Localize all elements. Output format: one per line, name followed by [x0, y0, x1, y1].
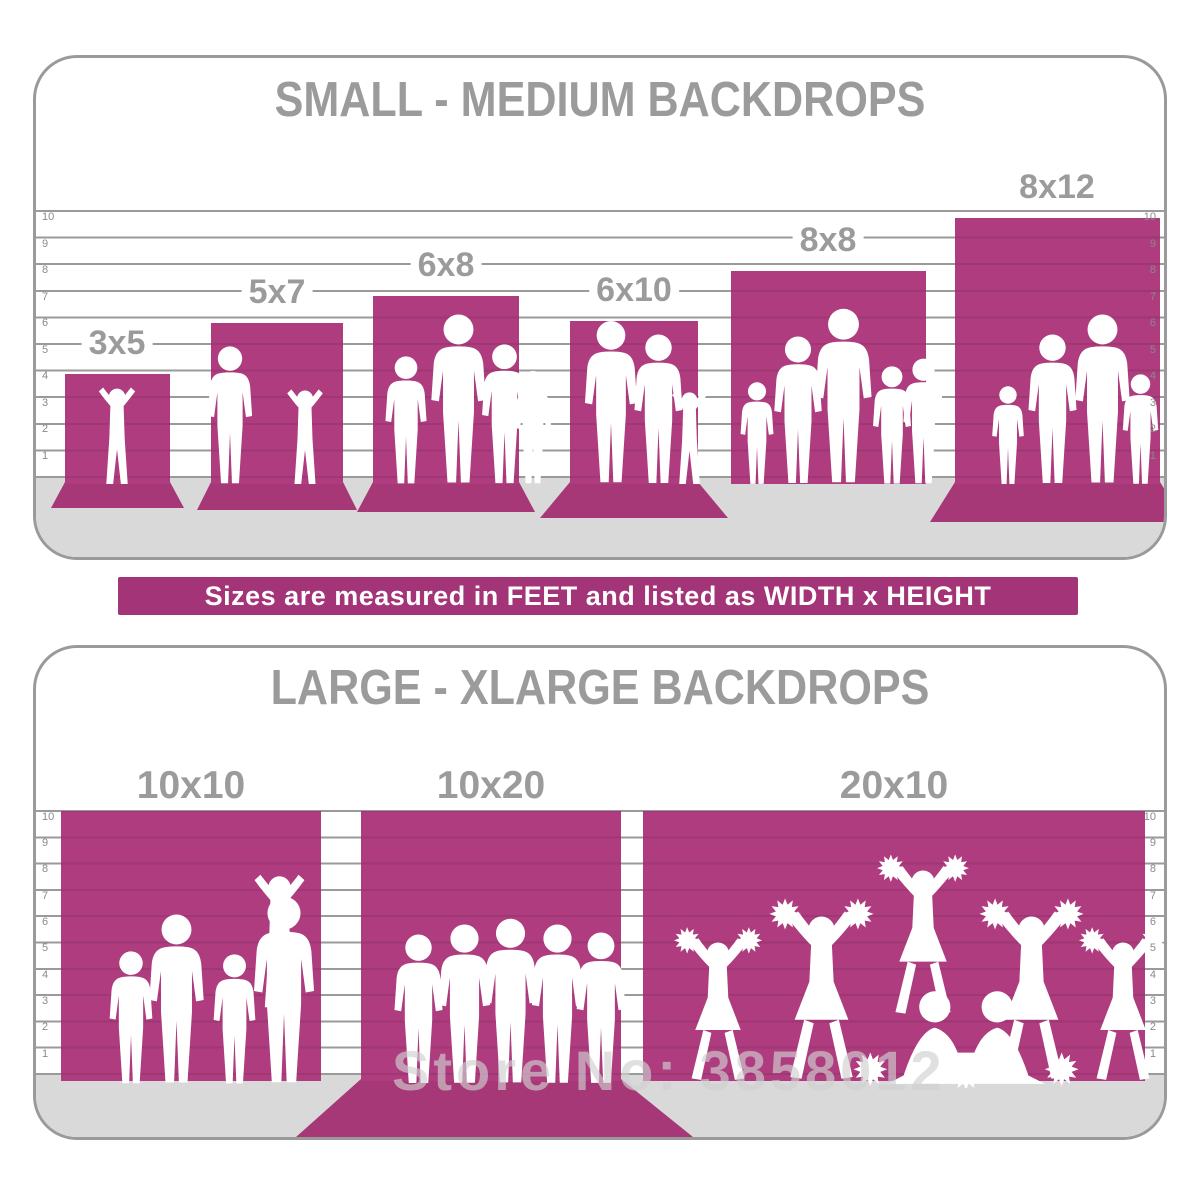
backdrop-3x5-floor-sweep — [51, 482, 184, 508]
small-medium-panel: SMALL - MEDIUM BACKDROPS — [33, 55, 1167, 560]
ruler-mark: 2 — [42, 1021, 49, 1033]
ruler-mark: 3 — [42, 995, 49, 1007]
backdrop-8x12-floor-sweep — [930, 482, 1164, 522]
ruler-mark: 9 — [42, 238, 49, 250]
ruler-mark: 6 — [42, 916, 49, 928]
ruler-mark: 3 — [1149, 995, 1156, 1007]
backdrop-size-label: 5x7 — [241, 274, 313, 311]
ruler-mark: 6 — [1149, 317, 1156, 329]
backdrop-size-label: 3x5 — [81, 325, 153, 362]
backdrop-size-label: 8x12 — [1012, 169, 1102, 206]
ruler-mark: 5 — [1149, 942, 1156, 954]
backdrop-6x8-floor-sweep — [357, 482, 535, 512]
sizes-note-banner: Sizes are measured in FEET and listed as… — [118, 577, 1078, 615]
ruler-mark: 1 — [1149, 1048, 1156, 1060]
ruler-mark: 9 — [1149, 837, 1156, 849]
ruler-mark: 4 — [42, 969, 49, 981]
ruler-mark: 3 — [1149, 397, 1156, 409]
ruler-mark: 1 — [42, 450, 49, 462]
ruler-mark: 7 — [42, 890, 49, 902]
ruler-mark: 1 — [1149, 450, 1156, 462]
silhouette-boy-icon — [898, 358, 949, 486]
ruler-mark: 4 — [1149, 370, 1156, 382]
small-medium-title: SMALL - MEDIUM BACKDROPS — [274, 73, 926, 127]
ruler-mark: 7 — [42, 291, 49, 303]
backdrop-size-label: 10x20 — [429, 765, 553, 807]
backdrop-5x7-floor-sweep — [197, 482, 357, 510]
ruler-mark: 4 — [42, 370, 49, 382]
backdrop-10x20-floor-sweep — [296, 1079, 693, 1137]
ruler-mark: 5 — [42, 344, 49, 356]
backdrop-size-label: 10x10 — [129, 765, 253, 807]
silhouette-boy-icon — [510, 370, 556, 486]
silhouette-toddler-icon — [90, 384, 144, 486]
ruler-mark: 1 — [42, 1048, 49, 1060]
silhouette-man-icon — [246, 896, 322, 1086]
backdrop-size-label: 20x10 — [832, 765, 956, 807]
ruler-mark: 7 — [1149, 291, 1156, 303]
silhouette-child-arms-up-icon — [664, 388, 715, 486]
backdrop-size-label: 8x8 — [792, 222, 864, 259]
ruler-mark: 10 — [1143, 211, 1156, 223]
ruler-mark: 8 — [1149, 264, 1156, 276]
backdrop-size-label: 6x10 — [589, 272, 679, 309]
ruler-mark: 8 — [42, 264, 49, 276]
backdrop-6x10-floor-sweep — [540, 482, 728, 518]
ruler-mark: 5 — [1149, 344, 1156, 356]
ruler-mark: 6 — [1149, 916, 1156, 928]
ruler-mark: 2 — [1149, 1021, 1156, 1033]
ruler-mark: 5 — [42, 942, 49, 954]
ruler-mark: 8 — [42, 863, 49, 875]
large-xlarge-title: LARGE - XLARGE BACKDROPS — [270, 661, 930, 715]
silhouette-man-icon — [142, 914, 211, 1086]
ruler-mark: 10 — [42, 211, 55, 223]
backdrop-size-label: 6x8 — [410, 247, 482, 284]
ruler-mark: 7 — [1149, 890, 1156, 902]
ruler-mark: 3 — [42, 397, 49, 409]
silhouette-child-arms-up-icon — [279, 386, 331, 486]
ruler-mark: 10 — [42, 811, 55, 823]
ruler-mark: 10 — [1143, 811, 1156, 823]
ruler-mark: 9 — [1149, 238, 1156, 250]
ruler-mark: 6 — [42, 317, 49, 329]
large-xlarge-panel: LARGE - XLARGE BACKDROPS 10x10 10x20 20x… — [33, 645, 1167, 1140]
silhouette-cheerleader-icon — [671, 921, 765, 1086]
ruler-mark: 4 — [1149, 969, 1156, 981]
silhouette-man-icon — [570, 932, 632, 1086]
ruler-mark: 2 — [42, 423, 49, 435]
ruler-mark: 8 — [1149, 863, 1156, 875]
ruler-mark: 2 — [1149, 423, 1156, 435]
ruler-mark: 9 — [42, 837, 49, 849]
silhouette-woman-icon — [202, 346, 258, 486]
silhouette-boy-icon — [1118, 374, 1163, 486]
silhouette-kneeling-base-icon — [841, 984, 1091, 1088]
backdrop-10x20 — [361, 811, 621, 1081]
